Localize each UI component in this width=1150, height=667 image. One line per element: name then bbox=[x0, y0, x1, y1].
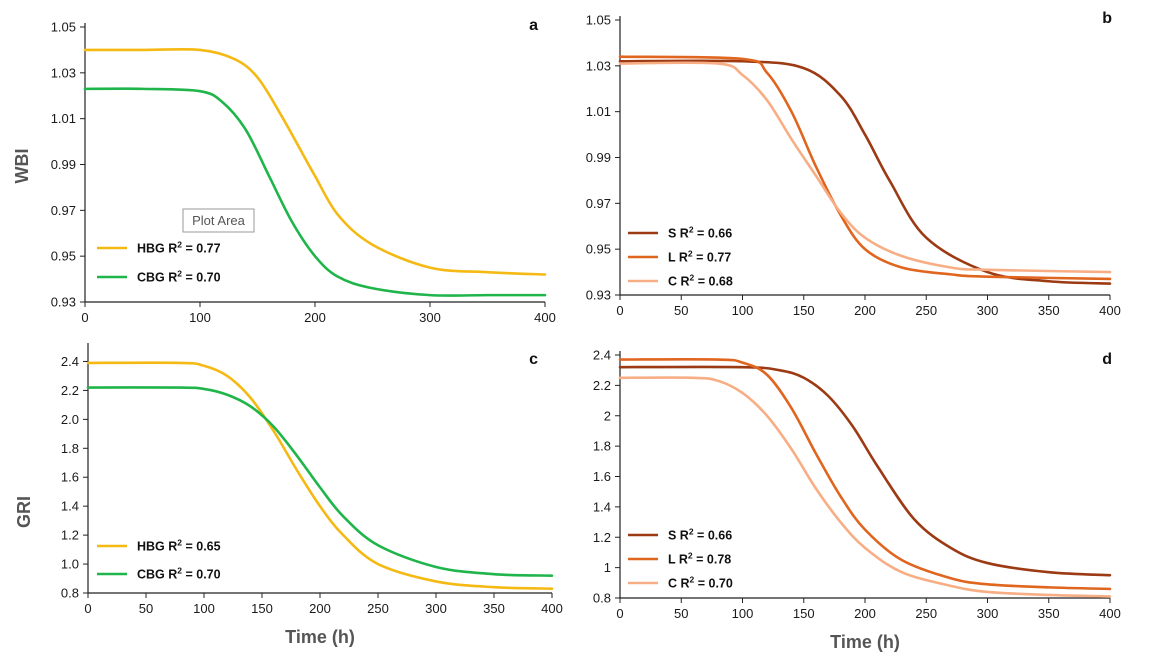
plot-area-tooltip: Plot Area bbox=[182, 208, 255, 233]
x-tick-label-d: 100 bbox=[732, 606, 754, 621]
y-tick-label-d: 2 bbox=[604, 408, 611, 423]
y-tick-label-c: 1.8 bbox=[61, 441, 79, 456]
x-tick-label-d: 0 bbox=[616, 606, 623, 621]
x-tick-label-a: 100 bbox=[189, 310, 211, 325]
y-tick-label-d: 1.4 bbox=[593, 499, 611, 514]
x-tick-label-a: 0 bbox=[81, 310, 88, 325]
y-axis-title-a: WBI bbox=[12, 149, 32, 184]
x-tick-label-d: 250 bbox=[915, 606, 937, 621]
y-tick-label-a: 0.97 bbox=[51, 203, 76, 218]
x-tick-label-d: 200 bbox=[854, 606, 876, 621]
y-tick-label-b: 0.95 bbox=[586, 242, 611, 257]
y-tick-label-c: 1.4 bbox=[61, 499, 79, 514]
x-axis-title-d: Time (h) bbox=[830, 632, 900, 652]
series-line-d-c bbox=[618, 376, 1112, 598]
x-tick-label-b: 200 bbox=[854, 303, 876, 318]
legend-label-d-c: C R2 = 0.70 bbox=[668, 575, 733, 591]
series-line-a-cbg bbox=[83, 87, 547, 297]
y-tick-label-d: 1.6 bbox=[593, 469, 611, 484]
x-tick-label-a: 200 bbox=[304, 310, 326, 325]
x-tick-label-b: 300 bbox=[977, 303, 999, 318]
panel-a: 0.93 0.95 0.97 0.99 1.01 1.03 1.05 0 100 200 300 40… bbox=[12, 17, 556, 325]
series-line-c-hbg bbox=[86, 361, 554, 590]
y-tick-label-c: 1.2 bbox=[61, 528, 79, 543]
y-tick-label-a: 0.93 bbox=[51, 295, 76, 310]
legend-label-a-cbg: CBG R2 = 0.70 bbox=[137, 269, 221, 285]
legend-label-b-s: S R2 = 0.66 bbox=[668, 225, 732, 241]
x-tick-label-c: 200 bbox=[309, 601, 331, 616]
panel-letter-c: c bbox=[529, 351, 538, 368]
x-tick-label-a: 400 bbox=[534, 310, 556, 325]
y-tick-label-d: 1.8 bbox=[593, 439, 611, 454]
panel-d: 0.8 1 1.2 1.4 1.6 1.8 2 2.2 2.4 0 50 100 150 200 250 30… bbox=[593, 348, 1121, 653]
y-tick-label-d: 1.2 bbox=[593, 530, 611, 545]
y-tick-label-c: 1.0 bbox=[61, 557, 79, 572]
legend-label-d-s: S R2 = 0.66 bbox=[668, 527, 732, 543]
y-tick-label-a: 1.05 bbox=[51, 20, 76, 35]
legend-label-b-l: L R2 = 0.77 bbox=[668, 249, 731, 265]
series-line-a-hbg bbox=[83, 47, 547, 276]
x-tick-label-c: 300 bbox=[425, 601, 447, 616]
y-tick-label-a: 1.03 bbox=[51, 65, 76, 80]
x-tick-label-c: 400 bbox=[541, 601, 563, 616]
y-tick-label-c: 2.4 bbox=[61, 354, 79, 369]
y-tick-label-d: 2.4 bbox=[593, 348, 611, 363]
x-tick-label-d: 300 bbox=[977, 606, 999, 621]
x-tick-label-c: 150 bbox=[251, 601, 273, 616]
x-tick-label-d: 400 bbox=[1099, 606, 1121, 621]
panel-letter-b: b bbox=[1102, 10, 1112, 27]
y-tick-label-d: 2.2 bbox=[593, 378, 611, 393]
x-axis-title-c: Time (h) bbox=[285, 627, 355, 647]
series-line-b-c bbox=[618, 61, 1112, 274]
panel-letter-d: d bbox=[1102, 351, 1112, 368]
y-tick-label-b: 1.05 bbox=[586, 13, 611, 28]
x-tick-label-b: 400 bbox=[1099, 303, 1121, 318]
x-tick-label-c: 100 bbox=[193, 601, 215, 616]
x-tick-label-b: 0 bbox=[616, 303, 623, 318]
y-tick-label-b: 0.93 bbox=[586, 288, 611, 303]
y-tick-label-a: 0.95 bbox=[51, 249, 76, 264]
panel-c: 0.8 1.0 1.2 1.4 1.6 1.8 2.0 2.2 2.4 0 50 100 150 200 2… bbox=[14, 343, 563, 647]
series-line-d-l bbox=[618, 358, 1112, 591]
x-tick-label-a: 300 bbox=[419, 310, 441, 325]
y-tick-label-c: 1.6 bbox=[61, 470, 79, 485]
y-tick-label-b: 0.99 bbox=[586, 150, 611, 165]
y-tick-label-a: 0.99 bbox=[51, 157, 76, 172]
y-tick-label-b: 1.03 bbox=[586, 58, 611, 73]
y-tick-label-d: 1 bbox=[604, 560, 611, 575]
x-tick-label-c: 350 bbox=[483, 601, 505, 616]
x-tick-label-c: 50 bbox=[139, 601, 153, 616]
x-tick-label-b: 100 bbox=[732, 303, 754, 318]
panel-b: 0.93 0.95 0.97 0.99 1.01 1.03 1.05 0 50 100 150 200… bbox=[586, 10, 1121, 318]
panel-letter-a: a bbox=[529, 17, 538, 34]
x-tick-label-d: 150 bbox=[793, 606, 815, 621]
x-tick-label-d: 350 bbox=[1038, 606, 1060, 621]
y-tick-label-c: 2.2 bbox=[61, 383, 79, 398]
legend-label-d-l: L R2 = 0.78 bbox=[668, 551, 731, 567]
tooltip-box bbox=[182, 208, 255, 233]
legend-label-a-hbg: HBG R2 = 0.77 bbox=[137, 240, 221, 256]
x-tick-label-b: 350 bbox=[1038, 303, 1060, 318]
x-tick-label-c: 0 bbox=[84, 601, 91, 616]
x-tick-label-b: 50 bbox=[674, 303, 688, 318]
x-tick-label-b: 150 bbox=[793, 303, 815, 318]
legend-label-c-cbg: CBG R2 = 0.70 bbox=[137, 566, 221, 582]
tooltip-text: Plot Area bbox=[192, 213, 246, 228]
legend-label-c-hbg: HBG R2 = 0.65 bbox=[137, 538, 221, 554]
y-tick-label-b: 0.97 bbox=[586, 196, 611, 211]
series-line-d-s bbox=[618, 365, 1112, 577]
y-tick-label-a: 1.01 bbox=[51, 111, 76, 126]
y-axis-title-c: GRI bbox=[14, 496, 34, 528]
y-tick-label-c: 2.0 bbox=[61, 412, 79, 427]
legend-label-b-c: C R2 = 0.68 bbox=[668, 273, 733, 289]
x-tick-label-b: 250 bbox=[915, 303, 937, 318]
y-tick-label-d: 0.8 bbox=[593, 591, 611, 606]
x-tick-label-d: 50 bbox=[674, 606, 688, 621]
series-line-c-cbg bbox=[86, 386, 554, 577]
y-tick-label-c: 0.8 bbox=[61, 586, 79, 601]
series-line-b-l bbox=[618, 55, 1112, 281]
y-tick-label-b: 1.01 bbox=[586, 104, 611, 119]
x-tick-label-c: 250 bbox=[367, 601, 389, 616]
